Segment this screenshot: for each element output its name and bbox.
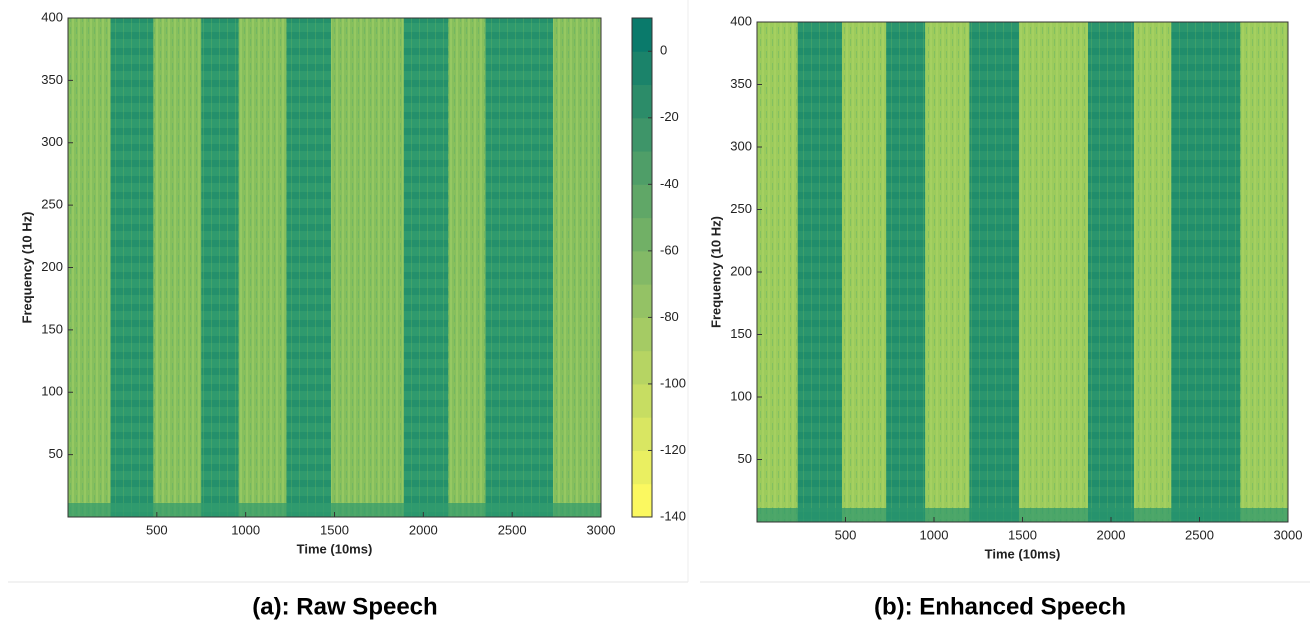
x-axis-label: Time (10ms)	[985, 546, 1061, 561]
colorbar-tick-label: -20	[660, 109, 679, 124]
colorbar-level	[632, 184, 652, 219]
colorbar-level	[632, 350, 652, 385]
colorbar-tick-label: -120	[660, 442, 686, 457]
harmonics	[485, 18, 554, 517]
y-tick-label: 300	[41, 134, 63, 149]
colorbar-level	[632, 151, 652, 185]
x-tick-label: 2000	[409, 522, 438, 537]
harmonics	[886, 22, 926, 522]
x-tick-label: 3000	[587, 522, 616, 537]
x-tick-label: 2000	[1097, 527, 1126, 542]
harmonics	[286, 18, 331, 517]
colorbar-level	[632, 18, 652, 52]
colorbar-tick-label: -100	[660, 375, 686, 390]
colorbar-level	[632, 217, 652, 252]
x-tick-label: 1000	[920, 527, 949, 542]
harmonics	[969, 22, 1019, 522]
harmonics	[797, 22, 842, 522]
y-tick-label: 400	[730, 13, 752, 28]
x-axis-label: Time (10ms)	[297, 541, 373, 556]
colorbar-level	[632, 317, 652, 352]
colorbar-level	[632, 483, 652, 518]
y-axis-label: Frequency (10 Hz)	[19, 212, 34, 324]
x-tick-label: 1500	[320, 522, 349, 537]
harmonics	[110, 18, 154, 517]
harmonics	[201, 18, 239, 517]
colorbar-tick-label: -140	[660, 508, 686, 523]
colorbar-level	[632, 84, 652, 119]
x-tick-label: 1500	[1008, 527, 1037, 542]
y-tick-label: 250	[730, 201, 752, 216]
colorbar-tick-label: -40	[660, 176, 679, 191]
x-tick-label: 2500	[498, 522, 527, 537]
y-tick-label: 250	[41, 197, 63, 212]
y-tick-label: 50	[49, 446, 63, 461]
y-tick-label: 50	[738, 451, 752, 466]
x-tick-label: 3000	[1274, 527, 1303, 542]
colorbar-level	[632, 417, 652, 451]
y-tick-label: 200	[730, 263, 752, 278]
y-tick-label: 150	[730, 326, 752, 341]
colorbar-tick-label: -60	[660, 242, 679, 257]
y-tick-label: 100	[41, 384, 63, 399]
harmonics	[1171, 22, 1241, 522]
colorbar-level	[632, 117, 652, 152]
colorbar-tick-label: 0	[660, 43, 667, 58]
x-tick-label: 2500	[1185, 527, 1214, 542]
colorbar-level	[632, 284, 652, 318]
colorbar-frame	[631, 17, 653, 518]
harmonics	[1087, 22, 1135, 522]
y-tick-label: 300	[730, 138, 752, 153]
y-axis-label: Frequency (10 Hz)	[708, 216, 723, 328]
y-tick-label: 200	[41, 259, 63, 274]
harmonics	[403, 18, 449, 517]
x-tick-label: 500	[835, 527, 857, 542]
y-tick-label: 400	[41, 9, 63, 24]
colorbar-tick-label: -80	[660, 309, 679, 324]
y-tick-label: 350	[41, 72, 63, 87]
y-tick-label: 150	[41, 321, 63, 336]
y-tick-label: 350	[730, 76, 752, 91]
colorbar-level	[632, 51, 652, 86]
low-band	[757, 508, 1288, 522]
colorbar-level	[632, 383, 652, 418]
caption: (b): Enhanced Speech	[874, 593, 1126, 620]
caption: (a): Raw Speech	[252, 593, 437, 620]
colorbar-level	[632, 450, 652, 485]
y-tick-label: 100	[730, 388, 752, 403]
x-tick-label: 500	[146, 522, 168, 537]
low-band	[68, 503, 601, 517]
x-tick-label: 1000	[231, 522, 260, 537]
colorbar-level	[632, 250, 652, 285]
